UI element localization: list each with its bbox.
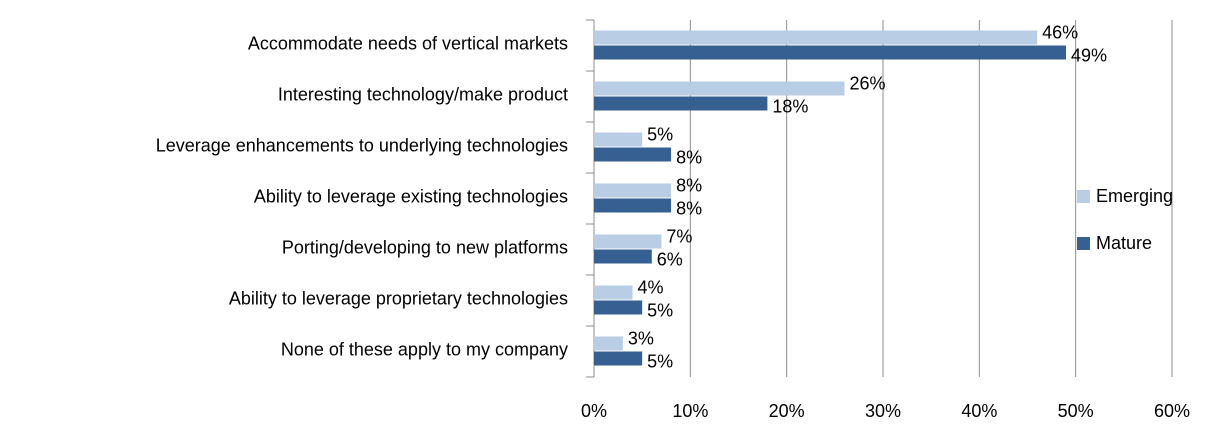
- bar: [594, 234, 662, 249]
- value-label: 26%: [849, 73, 885, 93]
- legend-swatch: [1077, 237, 1090, 250]
- x-tick-label: 50%: [1058, 401, 1094, 421]
- x-tick-label: 60%: [1154, 401, 1190, 421]
- bar: [594, 81, 845, 96]
- bar: [594, 300, 643, 315]
- y-tick-label: Interesting technology/make product: [278, 84, 568, 104]
- bar: [594, 132, 643, 147]
- bar: [594, 249, 652, 264]
- value-label: 5%: [647, 124, 673, 144]
- y-tick-label: Porting/developing to new platforms: [282, 237, 568, 257]
- x-tick-label: 40%: [961, 401, 997, 421]
- legend-label: Emerging: [1096, 186, 1173, 206]
- bar: [594, 147, 672, 162]
- bar: [594, 30, 1038, 45]
- bar: [594, 336, 623, 351]
- value-label: 8%: [676, 175, 702, 195]
- value-label: 8%: [676, 198, 702, 218]
- y-tick-label: Leverage enhancements to underlying tech…: [156, 135, 568, 155]
- y-tick-label: Ability to leverage existing technologie…: [254, 186, 568, 206]
- bar: [594, 96, 768, 111]
- value-label: 5%: [647, 351, 673, 371]
- x-tick-label: 0%: [581, 401, 607, 421]
- bar: [594, 45, 1067, 60]
- value-label: 49%: [1071, 45, 1107, 65]
- legend-label: Mature: [1096, 233, 1152, 253]
- bar: [594, 198, 672, 213]
- bar: [594, 285, 633, 300]
- legend-swatch: [1077, 190, 1090, 203]
- value-label: 7%: [666, 226, 692, 246]
- bar: [594, 351, 643, 366]
- y-tick-label: Ability to leverage proprietary technolo…: [229, 288, 568, 308]
- value-label: 18%: [772, 96, 808, 116]
- bar: [594, 183, 672, 198]
- value-label: 5%: [647, 300, 673, 320]
- value-label: 46%: [1042, 22, 1078, 42]
- value-label: 8%: [676, 147, 702, 167]
- y-tick-label: Accommodate needs of vertical markets: [248, 33, 568, 53]
- value-label: 6%: [657, 249, 683, 269]
- value-label: 3%: [628, 328, 654, 348]
- x-tick-label: 30%: [865, 401, 901, 421]
- x-tick-label: 20%: [769, 401, 805, 421]
- value-label: 4%: [638, 277, 664, 297]
- x-tick-label: 10%: [672, 401, 708, 421]
- y-tick-label: None of these apply to my company: [281, 339, 568, 359]
